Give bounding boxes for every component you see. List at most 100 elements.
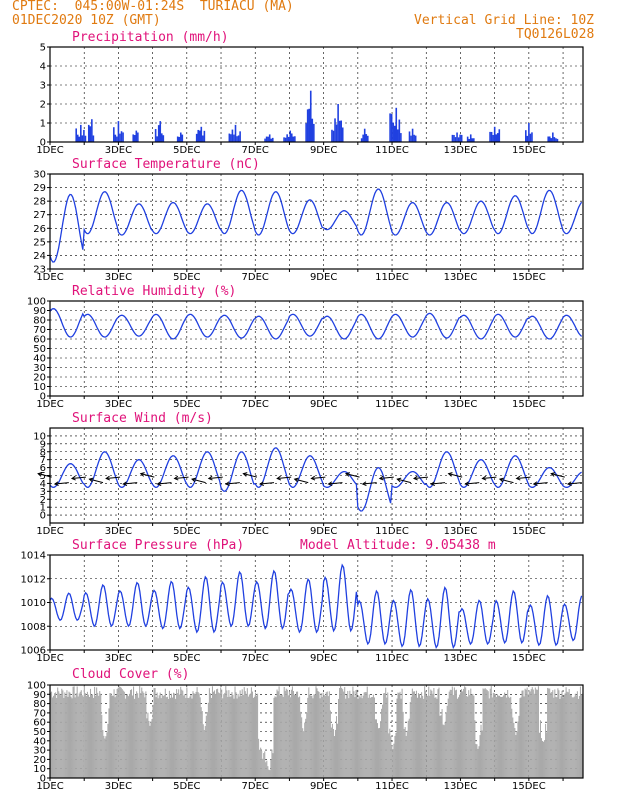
wind-arrow xyxy=(157,482,172,485)
cloud-bar xyxy=(328,691,330,778)
x-tick-label: 13DEC xyxy=(444,272,478,283)
precip-bar xyxy=(457,137,460,142)
cloud-bar xyxy=(289,697,291,778)
cloud-bar xyxy=(97,692,99,778)
cloud-bar xyxy=(525,689,527,778)
cloud-bar xyxy=(432,693,434,778)
cloud-bar xyxy=(87,694,89,778)
precip-bar xyxy=(313,123,315,142)
precip-bar xyxy=(203,130,206,142)
panel-title: Surface Pressure (hPa) xyxy=(72,538,244,553)
y-tick-label: 10 xyxy=(33,431,46,442)
precip-bar xyxy=(454,137,457,142)
cloud-bar xyxy=(271,749,273,778)
cloud-bar xyxy=(518,715,520,778)
cloud-bar xyxy=(176,689,178,778)
y-tick-label: 1008 xyxy=(21,622,46,633)
cloud-bar xyxy=(160,698,162,778)
cloud-bar xyxy=(560,696,562,778)
cloud-bar xyxy=(111,695,113,778)
cloud-bar xyxy=(474,720,476,778)
cloud-bar xyxy=(293,694,295,778)
precip-bar xyxy=(133,135,136,142)
cloud-bar xyxy=(489,688,491,778)
precip-bar xyxy=(396,129,399,142)
cloud-bar xyxy=(86,691,88,778)
y-tick-label: 1014 xyxy=(21,551,46,562)
precip-bar xyxy=(453,134,455,142)
cloud-bar xyxy=(364,692,366,778)
cloud-bar xyxy=(256,695,258,778)
cloud-bar xyxy=(372,694,374,778)
cloud-bar xyxy=(79,691,81,778)
cloud-bar xyxy=(163,695,165,778)
wind-arrow-head xyxy=(207,475,213,481)
wind-arrow xyxy=(516,476,531,479)
cloud-bar xyxy=(565,687,567,778)
cloud-bar xyxy=(276,689,278,778)
x-tick-label: 11DEC xyxy=(375,272,409,283)
precip-bar xyxy=(392,122,394,142)
cloud-bar xyxy=(322,692,324,778)
cloud-bar xyxy=(89,688,92,778)
cloud-bar xyxy=(470,688,472,778)
cloud-bar xyxy=(110,693,112,778)
y-tick-label: 100 xyxy=(27,681,46,692)
cloud-bar xyxy=(572,697,574,778)
cloud-bar xyxy=(259,749,261,778)
cloud-bar xyxy=(399,691,401,778)
series-line xyxy=(49,563,583,650)
cloud-bar xyxy=(76,686,78,778)
cloud-bar xyxy=(145,691,147,778)
precip-bar xyxy=(197,129,200,142)
cloud-bar xyxy=(146,718,148,778)
cloud-bar xyxy=(82,696,84,778)
precip-bar xyxy=(122,132,124,142)
precip-bar xyxy=(78,136,81,142)
cloud-bar xyxy=(112,695,114,778)
cloud-bar xyxy=(351,695,353,778)
wind-arrow-head xyxy=(173,475,179,481)
wind-arrow xyxy=(413,476,429,479)
cloud-bar xyxy=(236,698,238,778)
cloud-bar xyxy=(153,688,155,778)
y-tick-label: 30 xyxy=(33,363,46,374)
panel-2: Surface Temperature (nC) 23 24 25 26 27 28 29 30… xyxy=(33,157,584,283)
precip-bar xyxy=(236,136,238,142)
cloud-bar xyxy=(216,689,218,778)
wind-arrow-head xyxy=(156,481,162,487)
cloud-bar xyxy=(521,690,523,778)
wind-arrow xyxy=(431,482,446,485)
cloud-bar xyxy=(435,697,437,778)
precip-bar xyxy=(529,133,532,142)
cloud-bar xyxy=(251,691,253,778)
cloud-bar xyxy=(519,698,521,778)
cloud-bar xyxy=(185,697,187,778)
precip-bar xyxy=(553,137,556,142)
wind-arrow-head xyxy=(259,481,264,487)
cloud-bar xyxy=(136,691,138,778)
cloud-bar xyxy=(305,718,307,778)
precip-bar xyxy=(114,134,117,142)
cloud-bar xyxy=(564,693,566,778)
y-tick-label: 7 xyxy=(40,455,46,466)
x-tick-label: 3DEC xyxy=(105,653,132,664)
cloud-bar xyxy=(194,694,196,778)
cloud-bar xyxy=(484,688,486,778)
wind-arrow-head xyxy=(191,477,197,483)
precip-bar xyxy=(202,135,204,142)
cloud-bar xyxy=(148,720,150,778)
cloud-bar xyxy=(109,693,111,778)
cloud-bar xyxy=(129,690,131,778)
y-tick-label: 30 xyxy=(33,746,46,757)
cloud-bar xyxy=(263,753,265,778)
cloud-bar xyxy=(124,698,126,778)
cloud-bar xyxy=(255,692,257,778)
cloud-bar xyxy=(314,694,316,778)
cloud-bar xyxy=(288,691,290,778)
wind-arrow-head xyxy=(327,481,333,487)
precip-bar xyxy=(341,127,344,142)
cloud-bar xyxy=(417,693,420,778)
cloud-bar xyxy=(70,696,72,778)
